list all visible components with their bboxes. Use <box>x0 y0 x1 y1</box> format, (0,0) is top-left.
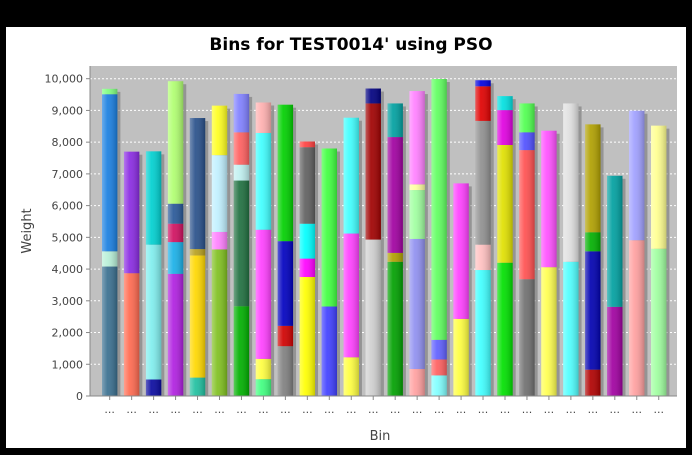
bar-gloss <box>497 96 513 397</box>
x-tick-label: ... <box>324 403 335 416</box>
x-tick-label: ... <box>368 403 379 416</box>
chart-frame: Bins for TEST0014' using PSO 0 1,000 2,000… <box>6 27 686 448</box>
x-tick-label: ... <box>588 403 599 416</box>
bar-gloss <box>409 91 425 396</box>
x-tick-label: ... <box>258 403 269 416</box>
y-tick-label: 0 <box>76 390 83 403</box>
x-tick-label: ... <box>544 403 555 416</box>
bar-gloss <box>255 102 272 396</box>
y-tick-label: 4,000 <box>52 263 84 276</box>
bin-weight-chart: Bins for TEST0014' using PSO 0 1,000 2,000… <box>20 35 677 444</box>
x-tick-label: ... <box>192 403 203 416</box>
bar-gloss <box>321 148 337 396</box>
bin-bar <box>651 125 670 397</box>
x-tick-label: ... <box>456 403 467 416</box>
bar-gloss <box>585 124 601 396</box>
x-tick-label: ... <box>214 403 225 416</box>
bar-gloss <box>343 117 359 396</box>
y-tick-label: 5,000 <box>52 231 84 244</box>
bin-bar <box>233 93 253 396</box>
bar-gloss <box>211 105 228 397</box>
bar-gloss <box>651 125 667 397</box>
x-tick-label: ... <box>500 403 511 416</box>
x-tick-label: ... <box>390 403 401 416</box>
bin-bar <box>321 148 340 396</box>
x-tick-label: ... <box>632 403 643 416</box>
x-axis-title: Bin <box>370 429 391 444</box>
bin-bar <box>629 110 648 396</box>
x-tick-label: ... <box>104 403 115 416</box>
bin-bar <box>409 91 428 396</box>
y-tick-label: 2,000 <box>52 327 84 340</box>
bin-bar <box>431 79 450 396</box>
bar-gloss <box>277 104 294 396</box>
bin-bar <box>607 175 626 396</box>
bar-gloss <box>167 81 184 396</box>
bin-bar <box>343 117 362 396</box>
bin-bar <box>211 105 231 397</box>
bar-gloss <box>387 103 403 396</box>
bin-bar <box>585 124 604 396</box>
x-tick-label: ... <box>478 403 489 416</box>
bar-gloss <box>431 79 447 396</box>
y-tick-label: 10,000 <box>45 73 84 86</box>
x-tick-label: ... <box>346 403 357 416</box>
bar-gloss <box>189 118 206 397</box>
bar-gloss <box>563 103 579 396</box>
y-tick-label: 7,000 <box>52 168 84 181</box>
y-tick-label: 6,000 <box>52 200 84 213</box>
bar-gloss <box>629 110 645 396</box>
x-tick-label: ... <box>434 403 445 416</box>
x-tick-label: ... <box>302 403 313 416</box>
bar-gloss <box>233 93 250 396</box>
x-tick-label: ... <box>236 403 247 416</box>
x-tick-label: ... <box>412 403 423 416</box>
y-tick-label: 9,000 <box>52 104 84 117</box>
bar-gloss <box>102 88 118 396</box>
bin-bar <box>189 118 209 397</box>
bin-bar <box>453 183 472 396</box>
bin-bar <box>541 130 560 396</box>
bin-bar <box>365 88 384 397</box>
stacked-bars <box>102 79 670 397</box>
x-tick-label: ... <box>566 403 577 416</box>
bar-gloss <box>145 151 162 396</box>
bar-gloss <box>299 141 316 396</box>
bar-gloss <box>541 130 557 396</box>
x-tick-label: ... <box>280 403 291 416</box>
bin-bar <box>563 103 582 396</box>
bin-bar <box>102 88 121 396</box>
bar-gloss <box>453 183 469 396</box>
bin-bar <box>145 151 165 396</box>
y-axis-ticks: 0 1,000 2,000 3,000 4,000 5,000 6,000 7,000 8,00… <box>45 73 90 403</box>
y-tick-label: 1,000 <box>52 358 84 371</box>
x-tick-label: ... <box>610 403 621 416</box>
x-tick-label: ... <box>170 403 181 416</box>
bin-bar <box>123 151 143 396</box>
bin-bar <box>519 103 538 396</box>
x-tick-label: ... <box>653 403 664 416</box>
x-tick-label: ... <box>126 403 137 416</box>
bar-gloss <box>607 175 623 396</box>
bar-gloss <box>475 80 491 397</box>
bar-gloss <box>519 103 535 396</box>
bin-bar <box>299 141 319 396</box>
x-tick-label: ... <box>148 403 159 416</box>
x-tick-label: ... <box>522 403 533 416</box>
bin-bar <box>255 102 275 396</box>
bin-bar <box>277 104 297 396</box>
y-tick-label: 8,000 <box>52 136 84 149</box>
bar-gloss <box>123 151 140 396</box>
y-axis-title: Weight <box>20 208 35 253</box>
bin-bar <box>475 80 494 397</box>
y-tick-label: 3,000 <box>52 295 84 308</box>
bin-bar <box>387 103 406 396</box>
chart-title: Bins for TEST0014' using PSO <box>209 35 492 55</box>
bin-bar <box>167 81 187 396</box>
bar-gloss <box>365 88 381 397</box>
x-axis-ticks: ........................................… <box>104 396 664 416</box>
bin-bar <box>497 96 516 397</box>
